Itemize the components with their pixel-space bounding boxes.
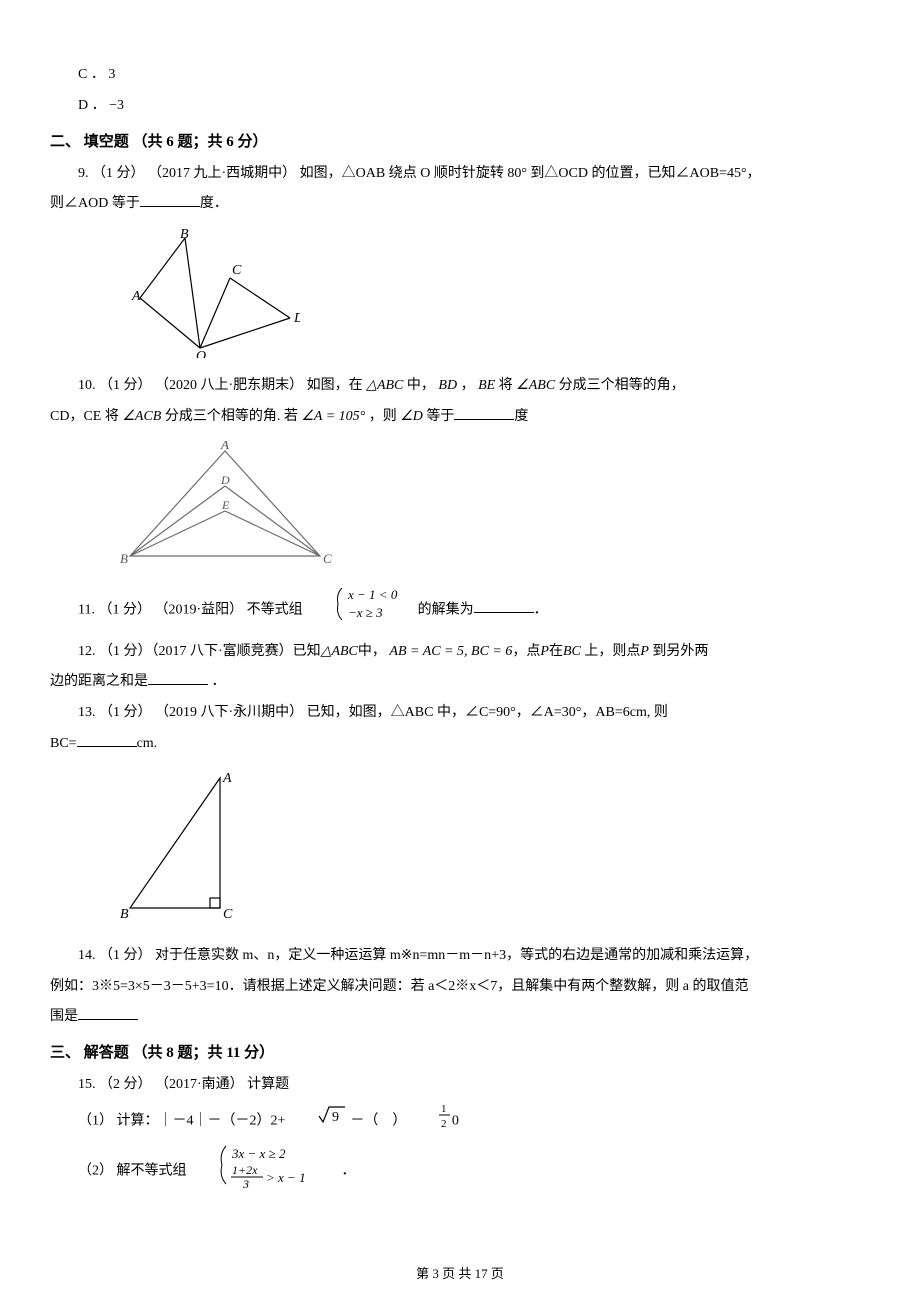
sys2-bot-rest: > x − 1 — [266, 1170, 306, 1185]
label-b: B — [180, 228, 189, 242]
q13-l2b: cm. — [137, 736, 158, 751]
section-2-title: 二、 填空题 （共 6 题；共 6 分） — [50, 130, 870, 151]
label-c: C — [223, 907, 233, 922]
q12-mid2: ，点 — [512, 644, 540, 659]
option-d: D ． −3 — [50, 91, 870, 122]
q12-mid1: 中， — [358, 644, 390, 659]
section-3-title: 三、 解答题 （共 8 题；共 11 分） — [50, 1041, 870, 1062]
option-c: C ． 3 — [50, 60, 870, 91]
q10-mid2: ， — [457, 378, 478, 393]
q13-figure: A B C — [110, 768, 870, 933]
blank — [77, 733, 137, 747]
sys2-bot-num: 1+2x — [232, 1163, 258, 1177]
q12-tri: △ABC — [321, 644, 358, 659]
q13-line1: 13. （1 分） （2019 八下·永川期中） 已知，如图，△ABC 中，∠C… — [50, 698, 870, 729]
q9-line1: 9. （1 分） （2017 九上·西城期中） 如图，△OAB 绕点 O 顺时针… — [50, 159, 870, 190]
q10-prefix: 10. （1 分） （2020 八上·肥东期末） 如图，在 — [78, 378, 366, 393]
q10-anglea: ∠A = 105° — [301, 409, 365, 424]
q12-l2a: 边的距离之和是 — [50, 674, 148, 689]
q15-p1a: （1） 计算：｜－4｜－（－2）2+ — [78, 1114, 289, 1129]
q10-mid4: 分成三个相等的角， — [555, 378, 685, 393]
q11-suffix-a: 的解集为 — [418, 602, 474, 617]
q12-line1: 12. （1 分）（2017 八下·富顺竞赛）已知△ABC中， AB = AC … — [50, 637, 870, 668]
q14-line2: 例如：3※5=3×5－3－5+3=10．请根据上述定义解决问题：若 a＜2※x＜… — [50, 972, 870, 1003]
q13-l2a: BC= — [50, 736, 77, 751]
q10-angleacb: ∠ACB — [122, 409, 161, 424]
q10-figure: A D E B C — [110, 441, 870, 576]
label-d: D — [293, 311, 300, 326]
q10-bd: BD — [438, 378, 457, 393]
q12-mid4: 上，则点 — [581, 644, 641, 659]
half-den: 2 — [441, 1118, 447, 1129]
label-b: B — [120, 907, 129, 922]
q10-be: BE — [478, 378, 495, 393]
sys2-bot-den: 3 — [242, 1177, 249, 1188]
q10-line1: 10. （1 分） （2020 八上·肥东期末） 如图，在 △ABC 中， BD… — [50, 371, 870, 402]
sys-bot: −x ≥ 3 — [348, 605, 383, 620]
q12-mid3: 在 — [549, 644, 563, 659]
q14-l3a: 围是 — [50, 1009, 78, 1024]
label-a: A — [220, 441, 229, 452]
q15-line1: 15. （2 分） （2017·南通） 计算题 — [50, 1070, 870, 1101]
q10-l2d: 等于 — [423, 409, 455, 424]
label-c: C — [323, 551, 332, 566]
sqrt-val: 9 — [332, 1110, 339, 1125]
q11-suffix-b: ． — [534, 602, 548, 617]
q12-l2b: ． — [208, 674, 226, 689]
q15-p1c: 0 — [452, 1114, 459, 1129]
q10-mid1: 中， — [403, 378, 438, 393]
page-footer: 第 3 页 共 17 页 — [0, 1263, 920, 1282]
label-c: C — [232, 263, 242, 278]
q15-p2b: ． — [342, 1163, 356, 1178]
q15-part1: （1） 计算：｜－4｜－（－2）2+ 9 －（ ） 1 2 0 — [50, 1101, 870, 1142]
q10-line2: CD，CE 将 ∠ACB 分成三个相等的角. 若 ∠A = 105° ，则 ∠D… — [50, 402, 870, 433]
label-a: A — [222, 771, 232, 786]
label-a: A — [131, 289, 141, 304]
q12-cond: AB = AC = 5, BC = 6 — [389, 644, 512, 659]
frac-half: 1 2 — [410, 1101, 452, 1142]
q10-mid3: 将 — [495, 378, 516, 393]
q12-line2: 边的距离之和是 ． — [50, 667, 870, 698]
blank — [454, 406, 514, 420]
q14-line1: 14. （1 分） 对于任意实数 m、n，定义一种运运算 m※n=mn－m－n+… — [50, 941, 870, 972]
sys2-top: 3x − x ≥ 2 — [231, 1146, 286, 1161]
q10-abc: △ABC — [366, 378, 403, 393]
q15-p1b: －（ ） — [350, 1114, 406, 1129]
blank — [78, 1006, 138, 1020]
half-num: 1 — [441, 1103, 447, 1115]
q15-p2a: （2） 解不等式组 — [78, 1163, 190, 1178]
q9-figure: A B C D O — [110, 228, 870, 363]
q11-system: x − 1 < 0 −x ≥ 3 — [306, 584, 414, 637]
q10-l2b: 分成三个相等的角. 若 — [161, 409, 301, 424]
sqrt-icon: 9 — [289, 1104, 347, 1139]
q10-l2a: CD，CE 将 — [50, 409, 122, 424]
q12-bc: BC — [563, 644, 581, 659]
label-e: E — [221, 498, 230, 512]
q12-p1: P — [540, 644, 549, 659]
label-b: B — [120, 551, 128, 566]
sys-top: x − 1 < 0 — [347, 587, 398, 602]
q9-line2a: 则∠AOD 等于 — [50, 196, 140, 211]
q11-prefix: 11. （1 分） （2019·益阳） 不等式组 — [78, 602, 306, 617]
q12-prefix: 12. （1 分）（2017 八下·富顺竞赛）已知 — [78, 644, 321, 659]
q9-line2: 则∠AOD 等于 度． — [50, 189, 870, 220]
q10-angled: ∠D — [400, 409, 423, 424]
q15-system: 3x − x ≥ 2 1+2x 3 > x − 1 — [190, 1142, 338, 1201]
label-d: D — [220, 473, 230, 487]
q13-line2: BC= cm. — [50, 729, 870, 760]
q10-l2c: ，则 — [365, 409, 400, 424]
q14-line3: 围是 — [50, 1002, 870, 1033]
blank — [474, 599, 534, 613]
q10-angleabc: ∠ABC — [516, 378, 555, 393]
blank — [140, 193, 200, 207]
label-o: O — [196, 349, 206, 358]
q12-p2: P — [640, 644, 649, 659]
blank — [148, 671, 208, 685]
q11-line: 11. （1 分） （2019·益阳） 不等式组 x − 1 < 0 −x ≥ … — [50, 584, 870, 637]
q15-part2: （2） 解不等式组 3x − x ≥ 2 1+2x 3 > x − 1 ． — [50, 1142, 870, 1201]
q12-mid5: 到另外两 — [649, 644, 709, 659]
q9-line2b: 度． — [200, 196, 228, 211]
q10-l2e: 度 — [514, 409, 528, 424]
